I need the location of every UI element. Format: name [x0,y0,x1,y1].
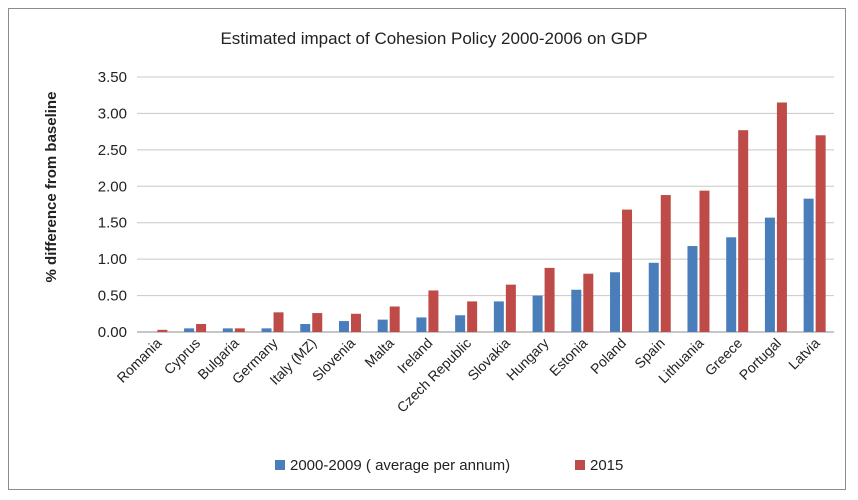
y-tick-label: 2.00 [98,178,127,195]
bar-series-2-portugal [776,102,787,332]
bar-series-2-romania [157,329,168,332]
bar-series-2-latvia [815,135,826,332]
bar-series-1-bulgaria [222,328,233,332]
bar-series-1-portugal [764,217,775,332]
bar-series-2-greece [738,130,749,332]
bar-series-1-czech-republic [455,315,466,332]
y-tick-label: 3.50 [98,69,127,86]
bar-series-1-slovenia [338,321,349,332]
bar-series-2-lithuania [699,190,710,332]
legend-swatch-series-2 [575,460,585,470]
bar-series-2-spain [660,195,671,332]
y-tick-label: 0.50 [98,288,127,305]
x-category-label: Portugal [736,335,784,383]
bar-series [157,102,826,332]
bar-series-1-ireland [416,317,427,332]
y-tick-label: 1.50 [98,215,127,232]
legend-swatch-series-1 [275,460,285,470]
bar-series-2-estonia [583,273,594,332]
bar-series-1-greece [726,237,737,332]
bar-series-2-malta [389,306,400,332]
y-axis-ticks: 0.00 0.50 1.00 1.50 2.00 2.50 3.00 3.50 [98,69,127,341]
bar-series-1-estonia [571,289,582,332]
y-tick-label: 0.00 [98,324,127,341]
legend-label-series-2: 2015 [590,457,623,474]
bar-series-1-italy-mz- [300,323,311,332]
bar-series-1-malta [377,319,388,332]
bar-series-2-bulgaria [234,328,245,332]
bar-series-1-hungary [532,295,543,332]
gridlines [137,76,834,333]
x-category-label: Latvia [785,335,823,373]
bar-series-2-slovenia [350,313,361,332]
x-category-label: Spain [631,335,668,372]
x-category-label: Hungary [503,335,552,384]
y-tick-label: 1.00 [98,251,127,268]
bar-series-1-slovakia [493,301,504,332]
bar-series-2-czech-republic [467,301,478,332]
bar-series-2-hungary [544,267,555,332]
y-tick-label: 3.00 [98,105,127,122]
x-category-label: Estonia [546,335,590,379]
y-axis-title: % difference from baseline [43,92,60,283]
bar-series-1-lithuania [687,246,698,332]
legend-label-series-1: 2000-2009 ( average per annum) [290,457,510,474]
bar-series-2-cyprus [196,323,207,332]
bar-series-2-italy-mz- [312,313,323,332]
bar-series-2-poland [622,209,633,332]
bar-series-2-germany [273,312,284,332]
bar-series-2-slovakia [505,284,516,332]
bar-series-1-germany [261,328,272,332]
bar-series-1-latvia [803,198,814,332]
bar-series-2-ireland [428,290,439,332]
legend: 2000-2009 ( average per annum) 2015 [275,457,623,474]
chart-title: Estimated impact of Cohesion Policy 2000… [220,29,647,48]
x-category-label: Romania [114,335,165,386]
x-category-label: Poland [587,335,629,377]
bar-series-1-poland [610,272,621,332]
y-tick-label: 2.50 [98,142,127,159]
bar-series-1-spain [648,262,659,332]
x-category-label: Malta [361,335,397,371]
x-category-label: Slovenia [309,335,358,384]
bar-series-1-cyprus [184,328,195,332]
